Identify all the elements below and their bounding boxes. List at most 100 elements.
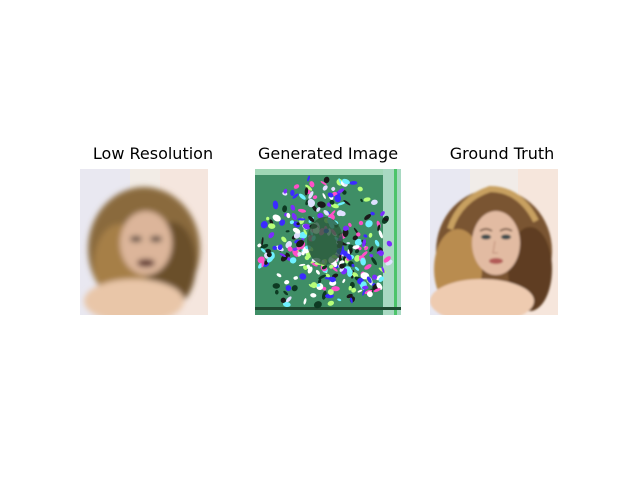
noise-speck xyxy=(310,282,318,289)
noise-speck xyxy=(316,207,321,212)
noise-speck xyxy=(311,205,318,212)
noise-speck xyxy=(342,178,350,185)
noise-speck xyxy=(283,188,288,194)
noise-speck xyxy=(297,208,307,213)
noise-speck xyxy=(361,251,368,257)
noise-speck xyxy=(287,246,293,252)
noise-speck xyxy=(289,220,294,225)
noise-speck xyxy=(363,234,368,238)
noise-speck xyxy=(376,250,382,254)
noise-speck xyxy=(303,298,307,305)
noise-speck xyxy=(313,301,322,309)
noise-speck xyxy=(383,217,389,221)
noise-speck xyxy=(368,232,373,238)
noise-speck xyxy=(327,300,335,306)
noise-speck xyxy=(285,296,292,303)
noise-speck xyxy=(348,244,354,249)
noise-speck xyxy=(315,269,320,275)
noise-speck xyxy=(282,301,291,308)
noise-speck xyxy=(268,223,276,229)
noise-speck xyxy=(346,293,353,299)
noise-speck xyxy=(266,216,270,221)
noise-speck xyxy=(327,192,334,198)
noise-speck xyxy=(272,245,277,251)
noise-speck xyxy=(322,193,326,199)
noise-speck xyxy=(322,185,328,191)
low-resolution-title: Low Resolution xyxy=(92,144,214,163)
noise-speck xyxy=(332,273,339,278)
noise-speck xyxy=(272,200,279,210)
noise-speck xyxy=(366,276,372,284)
noise-speck xyxy=(310,293,317,298)
noise-speck xyxy=(318,278,322,284)
noise-speck xyxy=(354,255,361,262)
noise-speck xyxy=(383,256,391,263)
noise-speck xyxy=(346,242,351,245)
noise-speck xyxy=(334,194,342,203)
noise-speck xyxy=(357,186,363,192)
noise-speck xyxy=(293,276,298,280)
noise-speck xyxy=(279,253,286,258)
noise-speck xyxy=(342,228,349,238)
noise-speck xyxy=(364,264,372,270)
noise-speck xyxy=(272,214,281,222)
noise-speck xyxy=(352,235,358,241)
ground-truth-title: Ground Truth xyxy=(449,144,555,163)
noise-speck xyxy=(339,253,342,262)
noise-speck xyxy=(298,263,306,267)
noise-speck xyxy=(308,215,315,223)
noise-speck xyxy=(303,229,308,235)
noise-speck xyxy=(309,181,315,188)
noise-speck xyxy=(362,238,367,248)
noise-speck xyxy=(360,198,363,203)
noise-speck xyxy=(266,255,274,263)
noise-speck xyxy=(269,219,274,225)
noise-speck xyxy=(337,201,346,206)
noise-speck xyxy=(303,265,308,270)
noise-speck xyxy=(386,240,393,247)
noise-speck xyxy=(376,282,383,290)
noise-speck xyxy=(265,248,271,254)
noise-speck xyxy=(365,220,373,228)
noise-speck xyxy=(378,276,384,282)
noise-speck xyxy=(291,213,297,221)
noise-speck xyxy=(350,297,353,304)
noise-speck xyxy=(292,227,301,234)
noise-speck xyxy=(362,289,366,296)
noise-speck xyxy=(321,265,328,270)
noise-speck xyxy=(364,246,369,251)
noise-speck xyxy=(285,240,292,249)
noise-speck xyxy=(260,221,268,229)
noise-speck xyxy=(304,255,310,261)
noise-speck xyxy=(325,273,331,278)
noise-speck xyxy=(320,181,327,186)
noise-speck xyxy=(371,199,378,205)
low-resolution-image xyxy=(80,169,208,315)
noise-speck xyxy=(281,236,287,243)
noise-speck xyxy=(349,180,358,185)
noise-speck xyxy=(337,298,342,302)
noise-speck xyxy=(298,193,306,200)
noise-speck xyxy=(339,263,345,269)
noise-speck xyxy=(362,285,369,290)
noise-speck xyxy=(366,291,373,298)
noise-speck xyxy=(291,285,298,292)
noise-speck xyxy=(380,211,385,217)
noise-speck xyxy=(283,290,289,296)
noise-speck xyxy=(307,175,311,182)
noise-speck xyxy=(321,290,327,300)
noise-speck xyxy=(343,200,351,206)
noise-speck xyxy=(301,242,306,250)
noise-speck xyxy=(292,247,298,251)
noise-speck xyxy=(275,289,279,295)
noise-speck xyxy=(297,218,306,221)
noise-speck xyxy=(331,266,338,272)
noise-speck xyxy=(360,257,366,266)
noise-speck xyxy=(289,257,297,264)
noise-speck xyxy=(369,246,374,253)
noise-speck xyxy=(369,253,374,258)
generated-image xyxy=(255,169,401,315)
noise-speck xyxy=(317,201,326,208)
noise-speck xyxy=(282,205,288,213)
noise-speck xyxy=(285,252,290,257)
